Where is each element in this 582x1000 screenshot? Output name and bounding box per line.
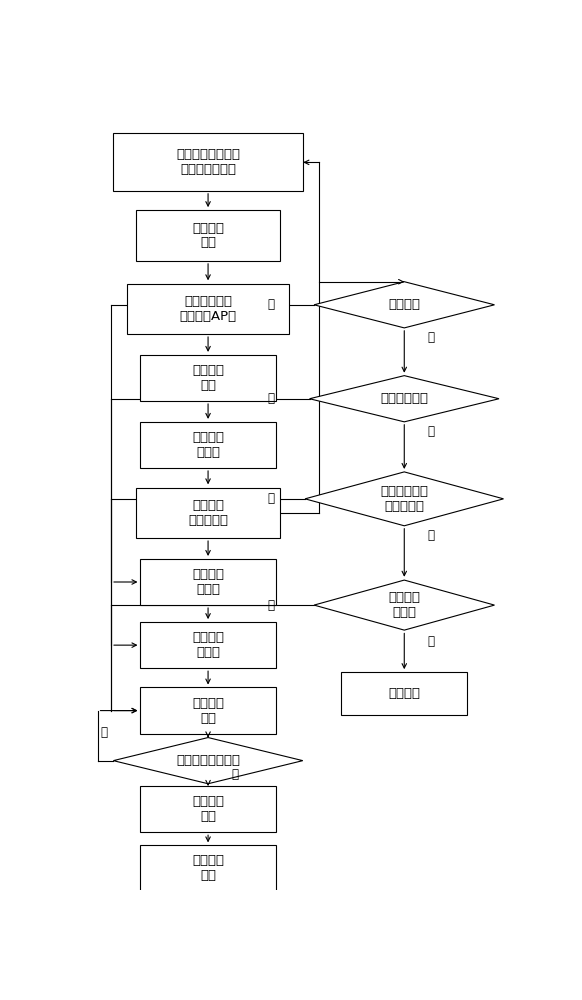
Text: 计算绕组
铜耗: 计算绕组 铜耗	[192, 795, 224, 823]
FancyBboxPatch shape	[140, 559, 276, 605]
Text: 设计完成: 设计完成	[388, 687, 420, 700]
Text: 确定谐振参数: 确定谐振参数	[380, 392, 428, 405]
Text: 计算磁芯
损耗: 计算磁芯 损耗	[192, 854, 224, 882]
Text: 否: 否	[268, 492, 275, 505]
FancyBboxPatch shape	[136, 488, 281, 538]
Text: 选择磁芯
材料: 选择磁芯 材料	[192, 364, 224, 392]
Polygon shape	[113, 738, 303, 784]
Text: 验证磁芯窗口面积: 验证磁芯窗口面积	[176, 754, 240, 767]
Text: 根据设计任务确定
各原始技术要求: 根据设计任务确定 各原始技术要求	[176, 148, 240, 176]
Text: 变压器的温升
及散热设计: 变压器的温升 及散热设计	[380, 485, 428, 513]
FancyBboxPatch shape	[140, 786, 276, 832]
Text: 分布参数
分析: 分布参数 分析	[192, 222, 224, 249]
Text: 验证效率: 验证效率	[388, 298, 420, 311]
FancyBboxPatch shape	[140, 355, 276, 401]
Text: 是: 是	[428, 529, 435, 542]
Text: 主绝缘结
构设计: 主绝缘结 构设计	[192, 631, 224, 659]
FancyBboxPatch shape	[140, 687, 276, 734]
Text: 计算绕组
线规: 计算绕组 线规	[192, 697, 224, 725]
Text: 否: 否	[101, 726, 108, 739]
FancyBboxPatch shape	[140, 622, 276, 668]
FancyBboxPatch shape	[341, 672, 467, 715]
Text: 是: 是	[428, 425, 435, 438]
FancyBboxPatch shape	[136, 210, 281, 261]
Text: 计算匝比
理论值: 计算匝比 理论值	[192, 431, 224, 459]
Text: 否: 否	[268, 392, 275, 405]
FancyBboxPatch shape	[127, 284, 289, 334]
Text: 是: 是	[428, 331, 435, 344]
Text: 否: 否	[268, 599, 275, 612]
Polygon shape	[314, 282, 495, 328]
Text: 是: 是	[428, 635, 435, 648]
Text: 确定原副
边匝数: 确定原副 边匝数	[192, 568, 224, 596]
Text: 短路阻抗
的计算: 短路阻抗 的计算	[388, 591, 420, 619]
Polygon shape	[310, 376, 499, 422]
FancyBboxPatch shape	[113, 133, 303, 191]
Polygon shape	[305, 472, 503, 526]
FancyBboxPatch shape	[140, 422, 276, 468]
Text: 跟据功率，频
率等计算AP值: 跟据功率，频 率等计算AP值	[179, 295, 237, 323]
FancyBboxPatch shape	[140, 845, 276, 892]
Text: 是: 是	[232, 768, 239, 781]
Text: 采用遗传
粒子群算法: 采用遗传 粒子群算法	[188, 499, 228, 527]
Polygon shape	[314, 580, 495, 630]
Text: 否: 否	[268, 298, 275, 311]
